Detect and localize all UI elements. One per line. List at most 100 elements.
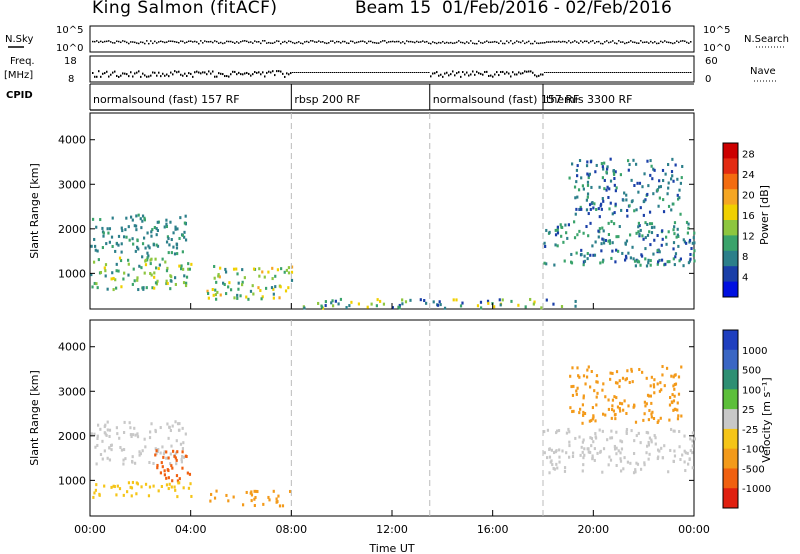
power-cell [606,165,609,169]
velocity-cell [558,460,561,464]
nsky-point [214,40,216,42]
nsky-point [448,42,450,44]
power-cell [674,252,678,256]
power-cell [685,220,689,224]
freq-point [104,72,106,75]
power-cell [628,204,631,208]
power-cell [498,298,501,302]
colorbar-tick-label: -1000 [742,484,771,495]
velocity-cell [160,461,163,465]
power-cell [140,226,143,230]
velocity-cell [587,365,590,369]
nsky-point [530,42,532,45]
velocity-cell [144,445,147,449]
velocity-cell [165,456,168,460]
velocity-cell [548,455,552,459]
freq-point [354,72,356,73]
velocity-cell [620,447,624,451]
velocity-cell [144,482,148,486]
nsky-point [108,40,110,42]
power-cell [153,271,156,275]
power-cell [95,225,98,229]
power-cell [225,292,228,296]
velocity-cell [620,402,624,406]
power-cell [633,209,636,213]
nsky-point [144,42,146,45]
power-cell [287,266,291,270]
power-cell [232,267,236,271]
nsky-point [284,40,286,43]
velocity-y-axis-label: Slant Range [km] [28,370,41,466]
power-cell [131,237,134,241]
freq-point [482,73,484,76]
x-tick-label: 00:00 [74,523,106,536]
freq-point [400,72,402,73]
power-cell [693,231,696,235]
nsky-point [318,40,320,42]
power-cell [459,304,463,308]
nsky-point [170,40,172,42]
velocity-cell [669,427,673,431]
nsky-point [432,41,434,43]
power-cell [545,298,548,302]
freq-point [540,73,542,76]
power-cell [213,276,216,280]
velocity-cell [561,449,564,453]
power-cell [219,266,222,270]
velocity-cell [604,413,607,417]
power-cell [287,271,291,275]
colorbar-cell [723,173,738,190]
velocity-cell [232,495,235,499]
freq-point [624,72,626,73]
power-cell [653,168,656,172]
velocity-cell [595,403,598,407]
power-cell [610,220,613,224]
velocity-cell [150,422,153,426]
freq-point [664,72,666,73]
power-cell [165,279,168,283]
power-cell [685,241,688,245]
power-cell [690,247,693,251]
power-cell [609,157,612,161]
x-tick-label: 20:00 [577,523,609,536]
power-cell [692,253,695,257]
power-cell [693,249,696,253]
nsky-point [494,40,496,43]
velocity-cell [637,431,640,435]
velocity-cell [584,382,587,386]
power-cell [607,195,610,199]
power-cell [401,302,404,306]
nsky-point [466,41,468,43]
velocity-cell [598,428,601,432]
nsky-point [408,40,410,43]
velocity-cell [673,383,676,387]
power-cell [545,262,548,266]
velocity-cell [182,455,186,459]
velocity-cell [645,376,648,380]
power-cell [121,229,124,233]
station-title: King Salmon (fitACF) [92,0,278,18]
power-cell [580,248,583,252]
power-cell [290,265,294,269]
velocity-cell [103,449,106,453]
freq-point [544,72,546,73]
power-cell [593,202,596,206]
power-cell [570,252,573,256]
freq-point [202,71,204,74]
nsky-point [456,41,458,44]
power-cell [217,273,220,277]
velocity-cell [647,418,650,422]
velocity-cell [610,429,613,433]
nsky-point [250,41,252,43]
freq-point [446,71,448,74]
nsky-point [588,42,590,44]
freq-point [278,70,280,73]
power-cell [556,225,560,229]
nsky-point [298,41,300,43]
power-cell [631,245,634,249]
power-cell [586,183,590,187]
nsky-point [508,41,510,44]
nsky-point [446,41,448,44]
power-cell [157,267,160,271]
